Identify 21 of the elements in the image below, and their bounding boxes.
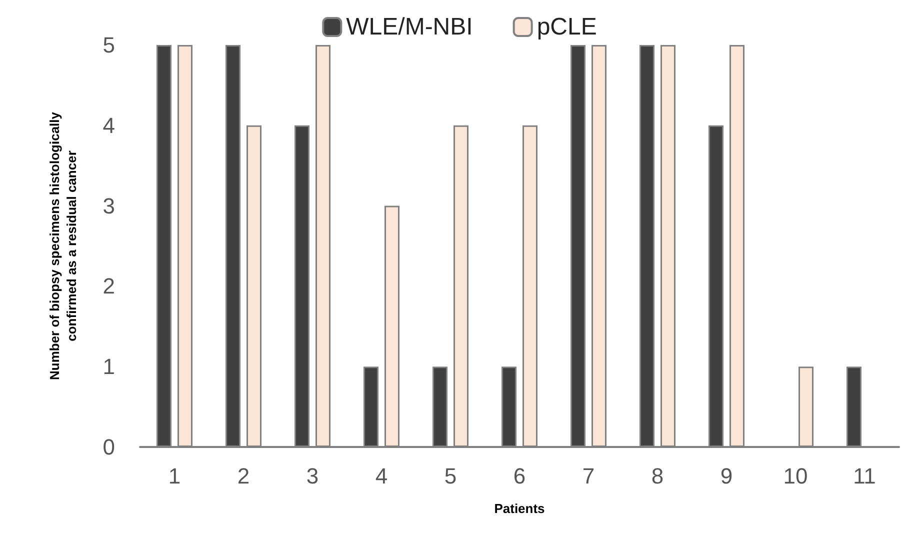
x-tick-label: 3	[306, 464, 319, 488]
y-tick-label: 4	[102, 112, 115, 138]
x-tick-label: 10	[783, 464, 808, 488]
y-tick-label: 5	[102, 32, 115, 58]
x-tick-label: 2	[237, 464, 250, 488]
y-tick-label: 3	[102, 193, 115, 218]
x-tick-label: 11	[853, 464, 876, 488]
x-tick-label: 5	[444, 464, 457, 488]
x-tick-label: 1	[168, 464, 181, 488]
x-tick-label: 6	[513, 464, 526, 488]
x-axis-title: Patients	[494, 501, 545, 516]
x-tick-label: 8	[651, 464, 664, 488]
legend-label: WLE/M-NBI	[346, 14, 473, 40]
y-tick-label: 1	[102, 354, 115, 380]
x-tick-label: 9	[720, 464, 733, 488]
x-tick-label: 7	[582, 464, 595, 488]
y-axis-title: Number of biopsy specimens histologically confirmed as a residual cancer	[47, 111, 79, 380]
x-tick-label: 4	[375, 464, 388, 488]
legend-label: pCLE	[536, 14, 597, 40]
y-tick-label: 0	[102, 434, 115, 460]
y-tick-label: 2	[102, 274, 115, 299]
